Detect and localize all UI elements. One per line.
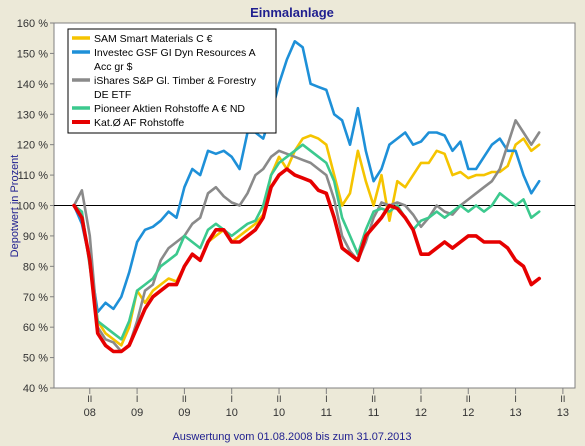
series-line-5 — [72, 167, 542, 354]
x-quarter-label: II — [560, 394, 565, 404]
series-line-3 — [72, 119, 541, 353]
x-quarter-label: II — [466, 394, 471, 404]
x-year-label: 10 — [226, 407, 238, 419]
legend-label-2: Acc gr $ — [94, 61, 133, 73]
x-quarter-label: I — [420, 394, 423, 404]
legend-label-3: DE ETF — [94, 89, 131, 101]
y-tick-label: 50 % — [23, 353, 48, 365]
legend-label-1: SAM Smart Materials C € — [94, 33, 213, 45]
y-axis: 40 % 50 % 60 % 70 % 80 % 90 % 100 % 110 % 120 % 1… — [17, 18, 54, 395]
y-tick-label: 130 % — [17, 109, 48, 121]
x-quarter-label: I — [136, 394, 139, 404]
y-tick-label: 60 % — [23, 322, 48, 334]
y-tick-label: 110 % — [18, 170, 49, 182]
x-quarter-label: II — [182, 394, 187, 404]
y-tick-label: 40 % — [23, 383, 48, 395]
series-lines — [72, 39, 542, 354]
series-line-2 — [72, 39, 541, 314]
y-tick-label: 70 % — [23, 292, 48, 304]
legend: SAM Smart Materials C € Investec GSF GI D… — [67, 28, 277, 134]
legend-label-5: Kat.Ø AF Rohstoffe — [94, 117, 184, 129]
x-year-label: 12 — [415, 407, 427, 419]
x-year-label: 13 — [557, 407, 569, 419]
chart-title: Einmalanlage — [250, 5, 334, 20]
legend-box — [67, 28, 277, 134]
x-year-label: 11 — [321, 407, 332, 419]
x-quarter-label: II — [371, 394, 376, 404]
x-quarter-label: I — [325, 394, 328, 404]
x-quarter-label: II — [87, 394, 92, 404]
y-tick-label: 100 % — [17, 201, 48, 213]
footer-caption: Auswertung vom 01.08.2008 bis zum 31.07.… — [172, 431, 411, 443]
y-tick-label: 140 % — [17, 79, 48, 91]
y-tick-label: 90 % — [23, 231, 48, 243]
legend-label-2: Investec GSF GI Dyn Resources A — [94, 47, 256, 59]
x-quarter-label: II — [277, 394, 282, 404]
x-axis: II 08 I 09 II 09 I 10 II 10 I 11 II 11 I 12 II 12 I 13 II 13 — [84, 388, 569, 419]
series-line-1 — [72, 134, 541, 347]
y-tick-label: 120 % — [17, 140, 48, 152]
series-line-4 — [72, 143, 541, 341]
x-quarter-label: I — [514, 394, 517, 404]
y-tick-label: 150 % — [17, 48, 48, 60]
x-year-label: 08 — [84, 407, 96, 419]
x-quarter-label: I — [230, 394, 233, 404]
legend-label-4: Pioneer Aktien Rohstoffe A € ND — [94, 103, 245, 115]
x-year-label: 10 — [273, 407, 285, 419]
x-year-label: 11 — [368, 407, 379, 419]
y-axis-label: Depotwert in Prozent — [9, 155, 21, 258]
y-tick-label: 80 % — [23, 261, 48, 273]
x-year-label: 13 — [509, 407, 521, 419]
y-tick-label: 160 % — [17, 18, 48, 30]
legend-label-3: iShares S&P Gl. Timber & Forestry — [94, 75, 257, 87]
x-year-label: 09 — [178, 407, 190, 419]
x-year-label: 12 — [462, 407, 474, 419]
x-year-label: 09 — [131, 407, 143, 419]
